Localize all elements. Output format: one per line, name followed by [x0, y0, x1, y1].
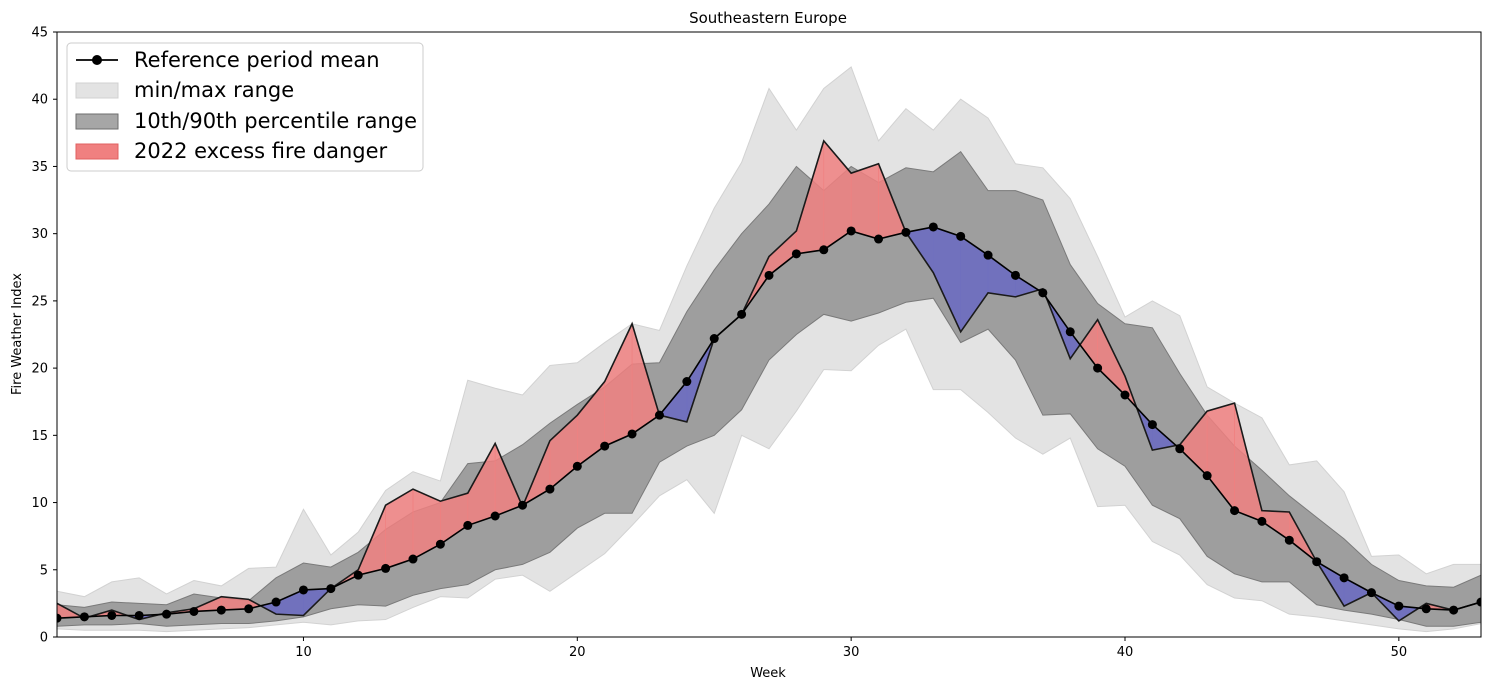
x-tick-label: 40	[1117, 645, 1134, 660]
mean-point	[1312, 557, 1322, 567]
y-tick-label: 5	[40, 563, 48, 578]
mean-point	[1147, 420, 1157, 430]
mean-point	[1394, 601, 1404, 611]
x-tick-label: 10	[295, 645, 312, 660]
mean-point	[463, 520, 473, 530]
mean-point	[408, 554, 418, 564]
mean-point	[216, 605, 226, 615]
mean-point	[1038, 288, 1048, 298]
y-tick-label: 25	[31, 294, 48, 309]
mean-point	[928, 222, 938, 232]
mean-point	[298, 585, 308, 595]
y-tick-label: 30	[31, 227, 48, 242]
mean-point	[737, 309, 747, 319]
mean-point	[1449, 605, 1459, 615]
plot-area	[57, 66, 1481, 633]
mean-point	[1284, 535, 1294, 545]
mean-point	[654, 410, 664, 420]
mean-point	[791, 249, 801, 259]
mean-point	[1093, 363, 1103, 373]
mean-point	[600, 441, 610, 451]
x-tick-label: 20	[569, 645, 586, 660]
mean-point	[1476, 597, 1481, 607]
mean-point	[1175, 444, 1185, 454]
mean-point	[271, 597, 281, 607]
mean-point	[1257, 516, 1267, 526]
mean-point	[1230, 506, 1240, 516]
y-tick-label: 0	[40, 631, 48, 646]
mean-point	[956, 231, 966, 241]
y-tick-label: 20	[31, 362, 48, 377]
legend-label: Reference period mean	[134, 48, 380, 72]
legend-patch	[75, 113, 119, 130]
y-tick-label: 10	[31, 496, 48, 511]
series-2022-line	[57, 139, 1481, 622]
mean-point	[1065, 327, 1075, 337]
y-tick-label: 40	[31, 93, 48, 108]
mean-point	[189, 606, 199, 616]
mean-point	[435, 539, 445, 549]
mean-point	[901, 227, 911, 237]
legend-label: 10th/90th percentile range	[134, 109, 417, 133]
mean-point	[244, 604, 254, 614]
mean-point	[57, 613, 62, 623]
mean-point	[326, 584, 336, 594]
mean-point	[162, 609, 172, 619]
chart-title: Southeastern Europe	[689, 9, 847, 27]
mean-point	[627, 429, 637, 439]
mean-point	[1010, 270, 1020, 280]
mean-point	[572, 461, 582, 471]
mean-point	[1421, 604, 1431, 614]
mean-point	[545, 484, 555, 494]
mean-point	[682, 377, 692, 387]
legend-patch	[75, 82, 119, 99]
y-axis-label: Fire Weather Index	[10, 273, 25, 395]
y-tick-label: 45	[31, 26, 48, 41]
y-tick-label: 15	[31, 429, 48, 444]
mean-point	[709, 334, 719, 344]
mean-point	[983, 250, 993, 260]
mean-point	[874, 234, 884, 244]
mean-point	[518, 500, 528, 510]
mean-point	[819, 245, 829, 255]
mean-point	[490, 511, 500, 521]
legend-label: min/max range	[134, 78, 294, 102]
legend-mean-marker	[92, 55, 102, 65]
plot-frame	[56, 31, 1482, 638]
mean-point	[381, 563, 391, 573]
legend-patch	[75, 143, 119, 160]
legend-label: 2022 excess fire danger	[134, 139, 388, 163]
x-axis-label: Week	[750, 666, 786, 681]
mean-point	[1120, 390, 1130, 400]
axes: 10 20 30 40 50 0 5 10 15 20 25 30 35 40 45	[31, 26, 1407, 661]
mean-point	[79, 612, 89, 622]
mean-point	[764, 270, 774, 280]
legend: Reference period mean min/max range 10th/9…	[66, 42, 424, 172]
mean-point	[1366, 588, 1376, 598]
mean-point	[353, 570, 363, 580]
excess-area	[850, 163, 879, 240]
mean-point	[107, 610, 117, 620]
mean-point	[1202, 471, 1212, 481]
mean-point	[134, 610, 144, 620]
mean-point	[846, 226, 856, 236]
mean-point	[1339, 573, 1349, 583]
x-tick-label: 50	[1391, 645, 1408, 660]
legend-box	[66, 42, 424, 172]
x-tick-label: 30	[843, 645, 860, 660]
y-tick-label: 35	[31, 160, 48, 175]
